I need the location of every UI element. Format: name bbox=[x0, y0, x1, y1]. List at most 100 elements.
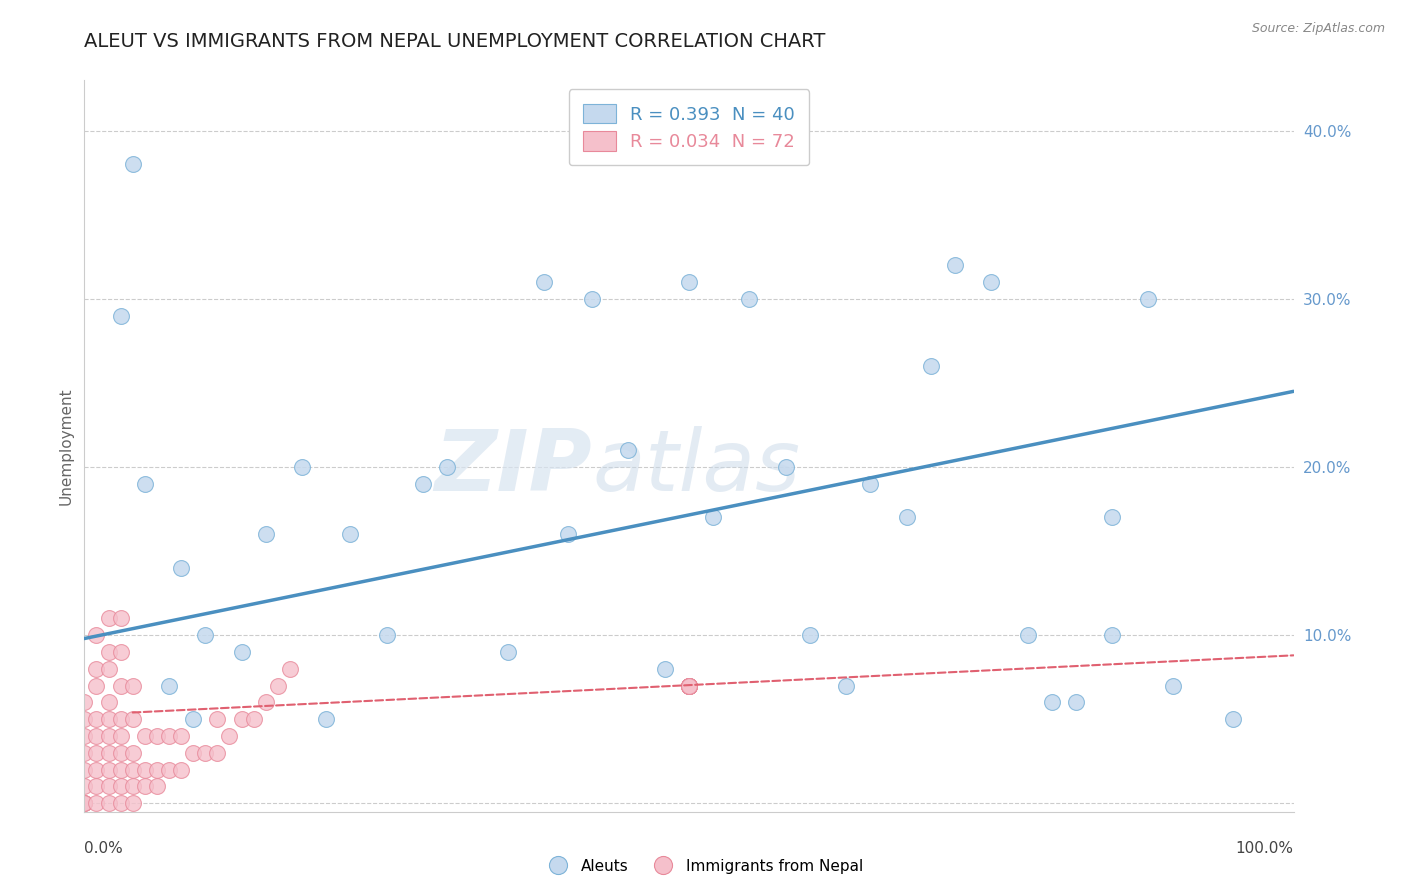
Point bbox=[86, 746, 108, 760]
Point bbox=[170, 561, 193, 575]
Point bbox=[194, 746, 217, 760]
Point bbox=[1064, 695, 1087, 709]
Text: 100.0%: 100.0% bbox=[1236, 841, 1294, 856]
Point bbox=[859, 476, 882, 491]
Point bbox=[242, 712, 264, 726]
Point bbox=[86, 679, 108, 693]
Point bbox=[97, 645, 120, 659]
Point bbox=[1137, 292, 1160, 306]
Point bbox=[146, 780, 169, 794]
Point bbox=[157, 729, 180, 743]
Point bbox=[1040, 695, 1063, 709]
Point bbox=[73, 797, 96, 811]
Point bbox=[97, 695, 120, 709]
Point bbox=[121, 780, 143, 794]
Point bbox=[170, 763, 193, 777]
Point bbox=[97, 797, 120, 811]
Point bbox=[134, 476, 156, 491]
Point bbox=[121, 797, 143, 811]
Point bbox=[86, 763, 108, 777]
Point bbox=[581, 292, 603, 306]
Point bbox=[231, 712, 253, 726]
Point bbox=[73, 780, 96, 794]
Point bbox=[110, 763, 132, 777]
Point bbox=[207, 746, 229, 760]
Point bbox=[110, 712, 132, 726]
Point bbox=[1101, 628, 1123, 642]
Point bbox=[97, 712, 120, 726]
Point bbox=[121, 679, 143, 693]
Point bbox=[617, 443, 640, 458]
Point bbox=[73, 695, 96, 709]
Point bbox=[86, 662, 108, 676]
Point bbox=[110, 611, 132, 625]
Point bbox=[97, 780, 120, 794]
Point bbox=[678, 679, 700, 693]
Point bbox=[231, 645, 253, 659]
Point bbox=[97, 729, 120, 743]
Point bbox=[181, 746, 204, 760]
Y-axis label: Unemployment: Unemployment bbox=[58, 387, 73, 505]
Point bbox=[134, 729, 156, 743]
Point bbox=[97, 763, 120, 777]
Point bbox=[291, 460, 314, 475]
Point bbox=[73, 797, 96, 811]
Point bbox=[73, 797, 96, 811]
Point bbox=[678, 679, 700, 693]
Point bbox=[73, 797, 96, 811]
Point bbox=[1161, 679, 1184, 693]
Point bbox=[157, 679, 180, 693]
Point bbox=[134, 763, 156, 777]
Point bbox=[254, 527, 277, 541]
Point bbox=[73, 712, 96, 726]
Point bbox=[678, 679, 700, 693]
Point bbox=[73, 746, 96, 760]
Point bbox=[134, 780, 156, 794]
Point bbox=[436, 460, 458, 475]
Point bbox=[412, 476, 434, 491]
Point bbox=[110, 679, 132, 693]
Text: ALEUT VS IMMIGRANTS FROM NEPAL UNEMPLOYMENT CORRELATION CHART: ALEUT VS IMMIGRANTS FROM NEPAL UNEMPLOYM… bbox=[84, 32, 825, 51]
Point bbox=[181, 712, 204, 726]
Point bbox=[110, 729, 132, 743]
Point bbox=[110, 780, 132, 794]
Point bbox=[86, 780, 108, 794]
Legend: Aleuts, Immigrants from Nepal: Aleuts, Immigrants from Nepal bbox=[537, 853, 869, 880]
Text: ZIP: ZIP bbox=[434, 426, 592, 509]
Point bbox=[835, 679, 858, 693]
Point bbox=[943, 258, 966, 272]
Point bbox=[146, 729, 169, 743]
Point bbox=[97, 746, 120, 760]
Point bbox=[121, 157, 143, 171]
Text: 0.0%: 0.0% bbox=[84, 841, 124, 856]
Point bbox=[702, 510, 724, 524]
Point bbox=[86, 797, 108, 811]
Point bbox=[110, 309, 132, 323]
Point bbox=[920, 359, 942, 373]
Point bbox=[121, 712, 143, 726]
Point bbox=[121, 746, 143, 760]
Point bbox=[799, 628, 821, 642]
Point bbox=[110, 797, 132, 811]
Point bbox=[218, 729, 240, 743]
Point bbox=[146, 763, 169, 777]
Point bbox=[207, 712, 229, 726]
Point bbox=[375, 628, 398, 642]
Point bbox=[533, 275, 555, 289]
Point bbox=[110, 645, 132, 659]
Point bbox=[496, 645, 519, 659]
Text: atlas: atlas bbox=[592, 426, 800, 509]
Point bbox=[678, 679, 700, 693]
Point bbox=[654, 662, 676, 676]
Text: Source: ZipAtlas.com: Source: ZipAtlas.com bbox=[1251, 22, 1385, 36]
Point bbox=[1222, 712, 1244, 726]
Point bbox=[267, 679, 290, 693]
Point bbox=[86, 729, 108, 743]
Point bbox=[170, 729, 193, 743]
Point bbox=[738, 292, 761, 306]
Point bbox=[896, 510, 918, 524]
Point bbox=[73, 763, 96, 777]
Point bbox=[73, 729, 96, 743]
Point bbox=[980, 275, 1002, 289]
Point bbox=[278, 662, 301, 676]
